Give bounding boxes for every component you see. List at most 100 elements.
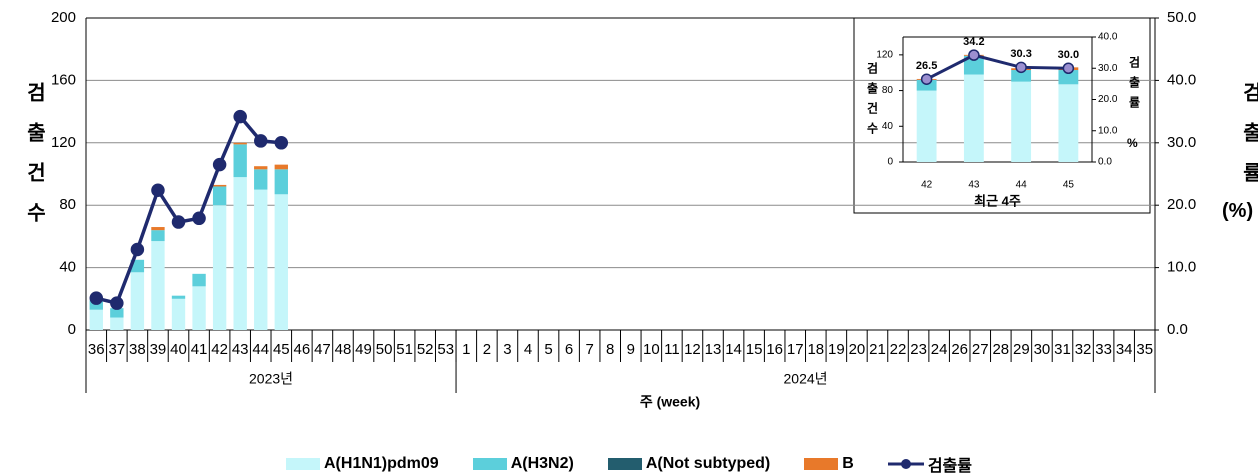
line-marker xyxy=(253,134,268,148)
data-label: 26.5 xyxy=(916,60,937,72)
x-tick-label: 9 xyxy=(627,341,635,358)
x-tick-label: 32 xyxy=(1075,341,1092,358)
x-tick-label: 8 xyxy=(606,341,614,358)
x-tick-label: 1 xyxy=(462,341,470,358)
legend-swatch xyxy=(472,458,507,470)
x-tick-label: 6 xyxy=(565,341,573,358)
x-tick-label: 5 xyxy=(544,341,552,358)
y2-axis-title: 검출률 xyxy=(1239,82,1258,202)
bar xyxy=(274,164,288,170)
legend-label: B xyxy=(842,455,854,472)
x-tick-label: 38 xyxy=(129,341,146,358)
bar xyxy=(192,286,206,330)
y-tick-label: 200 xyxy=(51,9,76,26)
x-tick-label: 43 xyxy=(968,180,980,191)
bar xyxy=(212,186,227,206)
y2-axis-unit: % xyxy=(1127,136,1138,150)
bar xyxy=(151,230,165,242)
bar xyxy=(963,55,984,75)
x-tick-label: 26 xyxy=(951,341,968,358)
bar xyxy=(233,142,247,145)
x-tick-label: 27 xyxy=(972,341,989,358)
data-label: 34.2 xyxy=(963,36,984,48)
bar xyxy=(89,300,103,310)
x-tick-label: 53 xyxy=(437,341,454,358)
y-tick-label: 80 xyxy=(59,196,76,213)
y2-axis-unit: (%) xyxy=(1222,200,1254,222)
x-tick-label: 7 xyxy=(585,341,593,358)
bar xyxy=(171,298,186,330)
x-tick-label: 48 xyxy=(335,341,352,358)
legend-box xyxy=(607,458,642,470)
y2-tick-label: 10.0 xyxy=(1167,259,1196,276)
bar xyxy=(110,317,124,330)
x-tick-label: 37 xyxy=(108,341,125,358)
x-tick-label: 46 xyxy=(294,341,311,358)
y2-tick-label: 40.0 xyxy=(1167,71,1196,88)
legend-box xyxy=(286,458,320,470)
legend-item: A(H3N2) xyxy=(472,452,574,475)
x-tick-label: 23 xyxy=(910,341,927,358)
x-tick-label: 13 xyxy=(705,341,722,358)
line-marker xyxy=(920,73,933,85)
y-tick-label: 40 xyxy=(59,259,76,276)
legend-box xyxy=(472,458,507,470)
bar xyxy=(254,189,268,330)
x-tick-label: 47 xyxy=(314,341,331,358)
y2-axis-title: 검출률 xyxy=(1127,56,1141,116)
line-marker xyxy=(1062,62,1075,74)
line xyxy=(95,113,282,306)
bar xyxy=(274,194,288,330)
y-tick-label: 80 xyxy=(882,85,894,96)
x-tick-label: 22 xyxy=(890,341,907,358)
bar xyxy=(233,177,247,330)
x-tick-label: 45 xyxy=(1063,180,1075,191)
legend-label: 검출률 xyxy=(927,458,972,475)
line xyxy=(925,53,1069,81)
y-tick-label: 0 xyxy=(68,321,76,338)
line-marker xyxy=(1015,61,1027,74)
legend-item: 검출률 xyxy=(887,452,972,475)
legend-swatch xyxy=(286,458,320,470)
x-tick-label: 44 xyxy=(252,341,269,358)
x-tick-label: 35 xyxy=(1136,341,1153,358)
y-tick-label: 160 xyxy=(51,71,76,88)
bar xyxy=(89,309,103,330)
x-tick-label: 43 xyxy=(232,341,249,358)
x-tick-label: 50 xyxy=(376,341,393,358)
x-tick-label: 31 xyxy=(1054,341,1071,358)
y2-tick-label: 30.0 xyxy=(1098,63,1118,74)
line-marker xyxy=(171,215,186,229)
x-tick-label: 33 xyxy=(1095,341,1112,358)
x-axis-title: 주 (week) xyxy=(640,394,700,410)
bar xyxy=(1011,70,1032,82)
bar xyxy=(254,169,268,190)
y-tick-label: 120 xyxy=(51,134,76,151)
legend-swatch xyxy=(607,458,642,470)
x-tick-label: 18 xyxy=(807,341,824,358)
legend-item: A(Not subtyped) xyxy=(607,452,770,475)
y2-tick-label: 30.0 xyxy=(1167,134,1196,151)
y2-tick-label: 20.0 xyxy=(1167,196,1196,213)
x-tick-label: 21 xyxy=(869,341,886,358)
y2-tick-label: 0.0 xyxy=(1098,157,1112,168)
legend-swatch xyxy=(887,459,924,469)
bar xyxy=(212,205,227,330)
bar xyxy=(1058,84,1079,162)
x-tick-label: 16 xyxy=(766,341,783,358)
x-tick-label: 39 xyxy=(150,341,167,358)
x-tick-label: 10 xyxy=(643,341,660,358)
bar xyxy=(130,272,145,330)
x-tick-label: 2 xyxy=(483,341,491,358)
x-tick-label: 41 xyxy=(191,341,208,358)
x-tick-label: 19 xyxy=(828,341,845,358)
y-tick-label: 120 xyxy=(876,49,893,60)
bar xyxy=(254,166,268,170)
x-tick-label: 17 xyxy=(787,341,804,358)
line-marker xyxy=(192,211,206,226)
y-tick-label: 40 xyxy=(882,121,894,132)
legend-item: A(H1N1)pdm09 xyxy=(286,452,439,475)
y2-tick-label: 10.0 xyxy=(1098,125,1118,136)
